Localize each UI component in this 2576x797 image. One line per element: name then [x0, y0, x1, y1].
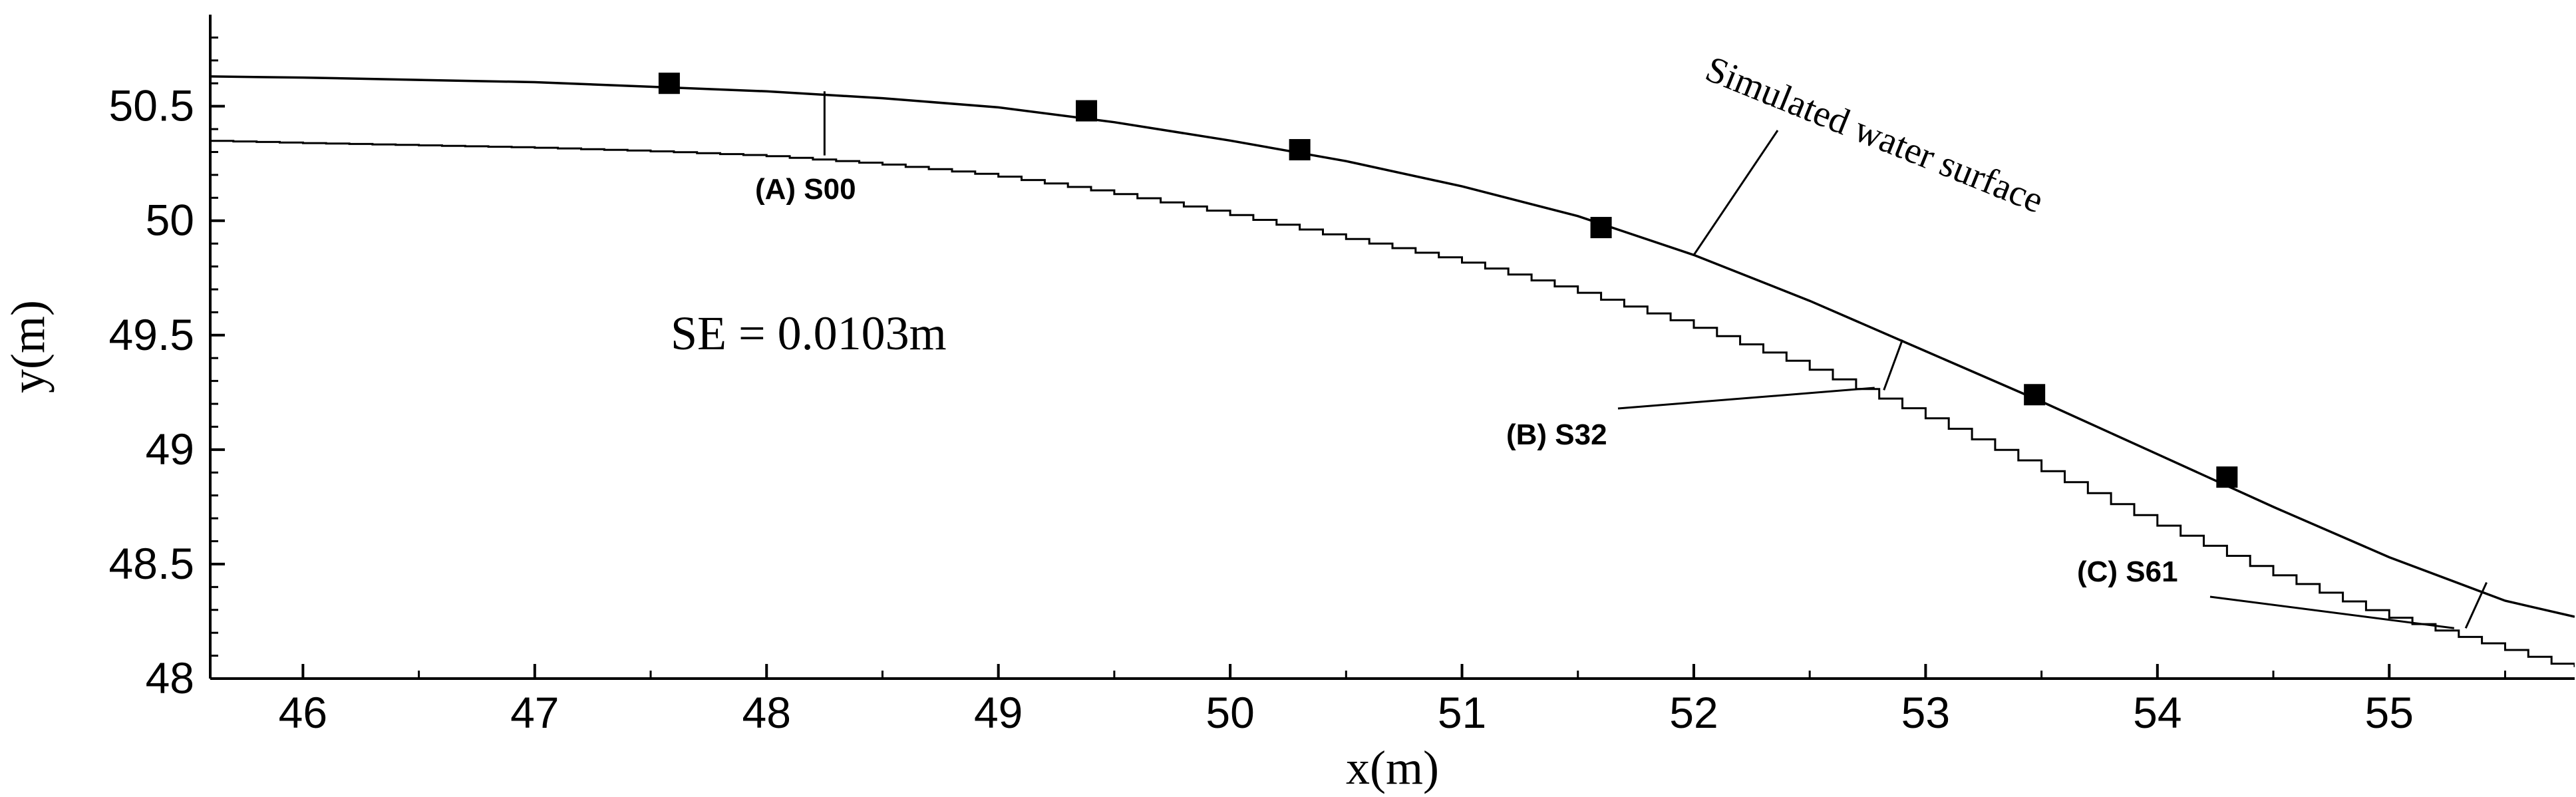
- x-tick-label: 50: [1206, 688, 1254, 737]
- se-statistic-label: SE = 0.0103m: [671, 307, 947, 360]
- section-b-label: (B) S32: [1506, 418, 1607, 451]
- section-c-line: [2464, 581, 2488, 629]
- axes: [209, 15, 2575, 680]
- y-tick-label: 48.5: [109, 539, 194, 588]
- measured-point-marker: [1289, 139, 1311, 161]
- section-b-line: [1883, 339, 1903, 391]
- x-tick-label: 55: [2365, 688, 2414, 737]
- x-tick-label: 49: [974, 688, 1023, 737]
- plot-data-area: [210, 73, 2575, 667]
- water-surface-line: [210, 75, 2575, 618]
- x-tick-label: 47: [510, 688, 559, 737]
- measured-point-marker: [1590, 217, 1612, 239]
- measured-point-marker: [2216, 466, 2238, 488]
- y-tick-label: 50.5: [109, 81, 194, 130]
- section-b-leader: [1617, 387, 1875, 410]
- y-tick-label: 48: [146, 653, 194, 703]
- y-tick-label: 49: [146, 424, 194, 474]
- section-c-label: (C) S61: [2077, 556, 2178, 588]
- section-c-leader: [2209, 595, 2455, 629]
- x-tick-label: 51: [1438, 688, 1486, 737]
- y-tick-label: 50: [146, 196, 194, 245]
- measured-point-marker: [1076, 100, 1098, 122]
- x-tick-label: 52: [1669, 688, 1718, 737]
- section-a-label: (A) S00: [755, 173, 856, 206]
- water-surface-leader: [1692, 130, 1779, 256]
- bed-step-profile: [210, 140, 2575, 667]
- x-tick-label: 48: [742, 688, 791, 737]
- x-ticks: 46 47 48 49 50 51 52 53 54 55: [279, 664, 2506, 737]
- y-axis-title: y(m): [1, 300, 55, 393]
- measured-point-marker: [2024, 384, 2046, 406]
- x-tick-label: 54: [2133, 688, 2181, 737]
- measured-point-marker: [658, 73, 680, 94]
- y-ticks: 48 48.5 49 49.5 50 50.5: [109, 36, 225, 703]
- series-layer: [210, 73, 2575, 667]
- y-tick-label: 49.5: [109, 310, 194, 359]
- x-tick-label: 46: [279, 688, 327, 737]
- x-tick-label: 53: [1901, 688, 1950, 737]
- x-axis-title: x(m): [1346, 741, 1439, 794]
